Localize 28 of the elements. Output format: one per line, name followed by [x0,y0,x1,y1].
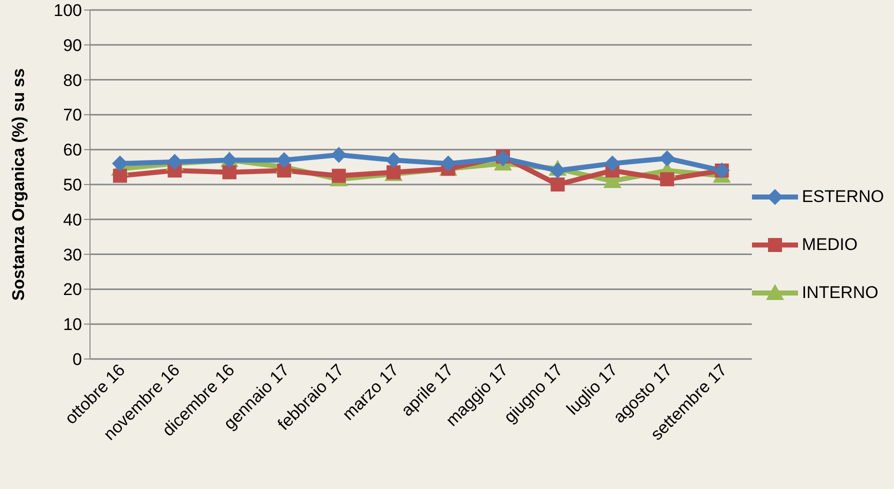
y-tick-label: 70 [63,106,82,125]
point [113,168,127,183]
y-tick-label: 50 [63,176,82,195]
y-tick-label: 20 [63,280,82,300]
legend-label: ESTERNO [802,186,884,206]
y-tick-label: 80 [63,70,82,90]
y-tick-label: 40 [63,210,82,230]
point [659,150,676,166]
y-tick-label: 30 [63,245,82,264]
y-tick-label: 90 [63,36,82,55]
point [494,150,511,166]
point [112,156,128,172]
point [660,172,674,186]
point [276,152,292,168]
point [604,156,620,172]
y-tick-label: 0 [72,350,82,370]
legend-label: INTERNO [802,282,878,302]
point [550,162,566,179]
y-tick-label: 10 [63,315,82,334]
point [330,146,347,163]
point [222,165,236,180]
point [550,178,565,192]
point [332,168,346,183]
legend-label: MEDIO [802,234,858,254]
y-tick-label: 60 [63,140,82,160]
y-axis-title: Sostanza Organica (%) su ss [9,68,28,301]
point [440,156,456,172]
y-tick-label: 100 [54,1,82,20]
